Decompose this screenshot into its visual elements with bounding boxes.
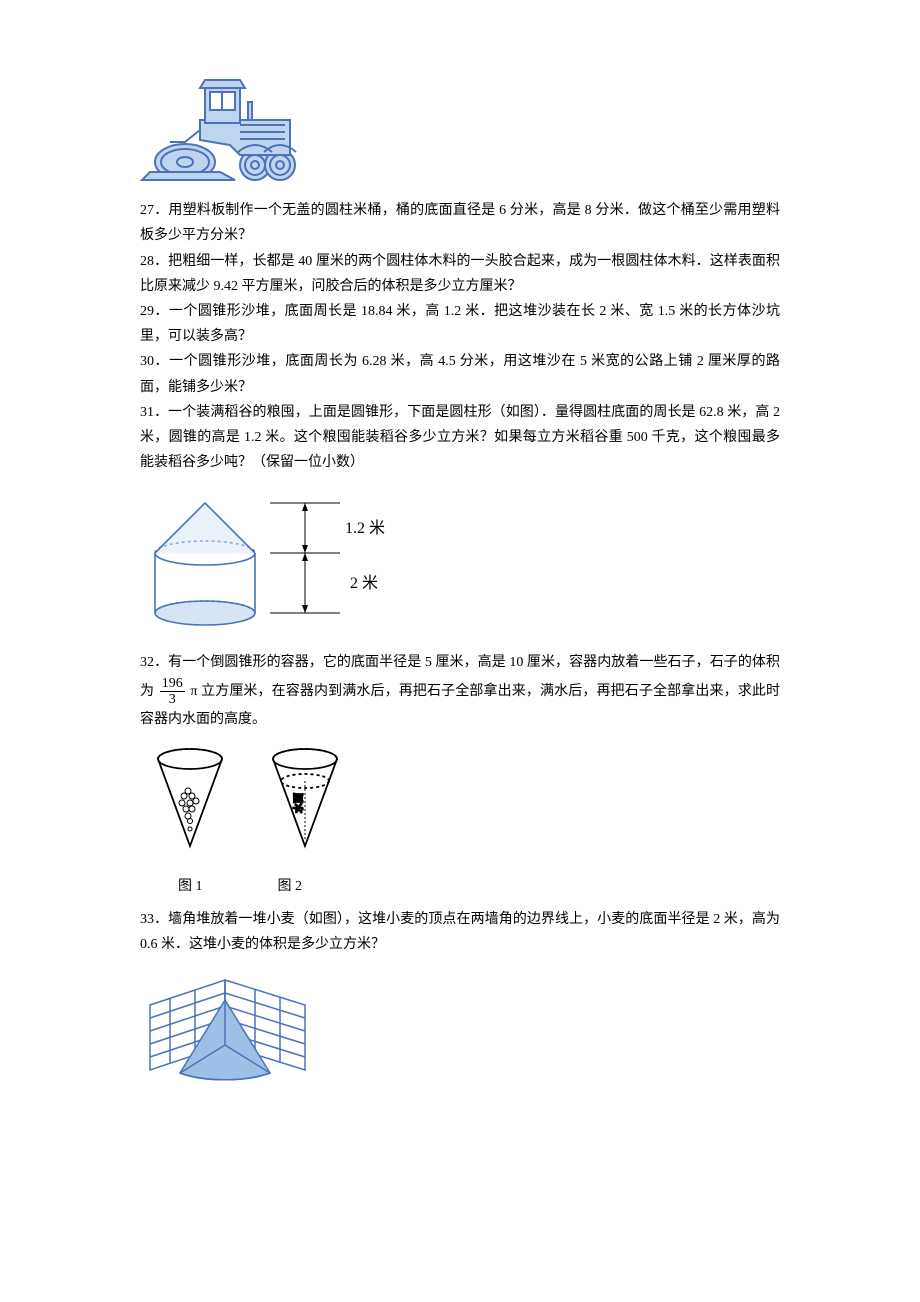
fraction-denominator: 3	[160, 692, 185, 707]
silo-cone-label: 1.2 米	[345, 519, 385, 537]
problem-27: 27．用塑料板制作一个无盖的圆柱米桶，桶的底面直径是 6 分米，高是 8 分米．…	[140, 198, 780, 248]
problem-30: 30．一个圆锥形沙堆，底面周长为 6.28 米，高 4.5 分米，用这堆沙在 5…	[140, 349, 780, 399]
silo-diagram: 1.2 米 2 米	[140, 483, 780, 642]
cone-label-1: 图 1	[178, 874, 203, 899]
cone-label-2: 图 2	[278, 874, 303, 899]
problem-29: 29．一个圆锥形沙堆，底面周长是 18.84 米，高 1.2 米．把这堆沙装在长…	[140, 299, 780, 349]
problem-33: 33．墙角堆放着一堆小麦（如图），这堆小麦的顶点在两墙角的边界线上，小麦的底面半…	[140, 907, 780, 957]
cone-diagrams: 水面 图 1 图 2	[140, 741, 780, 899]
problem-31: 31．一个装满稻谷的粮囤，上面是圆锥形，下面是圆柱形（如图）．量得圆柱底面的周长…	[140, 400, 780, 476]
page-content: 27．用塑料板制作一个无盖的圆柱米桶，桶的底面直径是 6 分米，高是 8 分米．…	[0, 0, 920, 1193]
fraction-196-3: 196 3	[160, 676, 185, 708]
svg-text:水面: 水面	[293, 793, 305, 813]
roller-illustration	[140, 70, 780, 194]
problem-28: 28．把粗细一样，长都是 40 厘米的两个圆柱体木料的一头胶合起来，成为一根圆柱…	[140, 249, 780, 299]
problem-32: 32．有一个倒圆锥形的容器，它的底面半径是 5 厘米，高是 10 厘米，容器内放…	[140, 650, 780, 732]
wheat-diagram	[140, 965, 780, 1104]
silo-cyl-label: 2 米	[350, 574, 378, 592]
fraction-numerator: 196	[160, 676, 185, 692]
problem-32-text-b: π 立方厘米，在容器内到满水后，再把石子全部拿出来，满水后，再把石子全部拿出来，…	[140, 684, 780, 728]
